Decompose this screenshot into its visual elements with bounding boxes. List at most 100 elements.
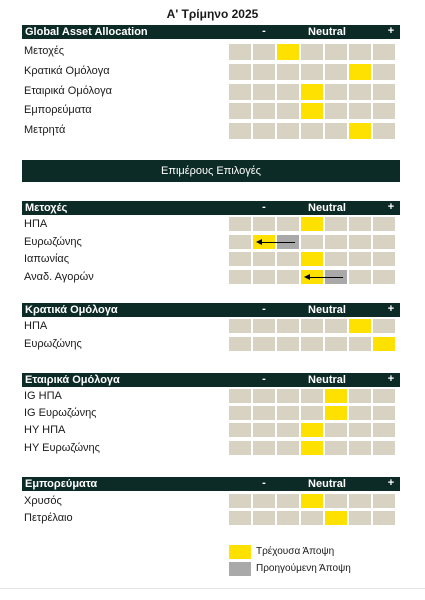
row-label: Μετρητά: [24, 124, 66, 136]
rating-cell: [277, 103, 299, 119]
rating-cell: [349, 319, 371, 333]
rating-cell: [325, 441, 347, 455]
rating-cell: [277, 511, 299, 525]
rating-cell: [325, 217, 347, 231]
rating-cell: [277, 252, 299, 266]
row-label: IG ΗΠΑ: [24, 390, 62, 402]
scale-neutral: Neutral: [308, 26, 346, 38]
rating-cell: [301, 389, 323, 403]
row-label: IG Ευρωζώνης: [24, 407, 97, 419]
legend-previous-label: Προηγούμενη Άποψη: [256, 563, 351, 574]
rating-cell: [301, 235, 323, 249]
legend-previous-swatch: [229, 562, 251, 576]
rating-cell: [373, 511, 395, 525]
rating-cell: [325, 252, 347, 266]
scale-minus: -: [262, 201, 266, 213]
section-header: Μετοχές - Neutral +: [22, 201, 400, 215]
change-arrow-icon: [256, 239, 295, 245]
row-label: Μετοχές: [24, 45, 65, 57]
rating-cell: [277, 64, 299, 80]
row-label: Χρυσός: [24, 495, 62, 507]
rating-cell: [253, 319, 275, 333]
rating-cell: [301, 319, 323, 333]
rating-cell: [349, 337, 371, 351]
rating-cell: [325, 44, 347, 60]
rating-cell: [253, 252, 275, 266]
rating-cell: [253, 217, 275, 231]
rating-cell: [373, 64, 395, 80]
rating-cell: [373, 423, 395, 437]
rating-cell: [277, 494, 299, 508]
rating-cell: [373, 235, 395, 249]
rating-cell: [373, 441, 395, 455]
scale-plus: +: [387, 477, 395, 489]
scale-minus: -: [262, 477, 266, 489]
change-arrow-icon: [304, 274, 343, 280]
section-title: Εμπορεύματα: [25, 478, 98, 490]
scale-minus: -: [262, 25, 266, 37]
rating-cell: [277, 123, 299, 139]
rating-cell: [349, 252, 371, 266]
rating-cell: [229, 84, 251, 100]
row-label: HY Ευρωζώνης: [24, 442, 100, 454]
rating-cell: [301, 123, 323, 139]
rating-cell: [301, 494, 323, 508]
rating-cell: [373, 103, 395, 119]
rating-cell: [229, 235, 251, 249]
row-label: Ευρωζώνης: [24, 236, 82, 248]
rating-cell: [325, 64, 347, 80]
rating-cell: [349, 511, 371, 525]
section-header: Global Asset Allocation - Neutral +: [22, 25, 400, 39]
rating-cell: [325, 423, 347, 437]
rating-cell: [349, 123, 371, 139]
rating-cell: [253, 494, 275, 508]
rating-cell: [349, 389, 371, 403]
rating-cell: [253, 337, 275, 351]
rating-cell: [277, 217, 299, 231]
scale-minus: -: [262, 303, 266, 315]
section-title: Μετοχές: [25, 202, 68, 214]
row-label: Πετρέλαιο: [24, 512, 73, 524]
rating-cell: [301, 44, 323, 60]
scale-neutral: Neutral: [308, 202, 346, 214]
rating-cell: [229, 252, 251, 266]
rating-cell: [325, 123, 347, 139]
rating-cell: [253, 511, 275, 525]
rating-cell: [229, 511, 251, 525]
scale-neutral: Neutral: [308, 304, 346, 316]
scale-plus: +: [387, 303, 395, 315]
rating-cell: [229, 270, 251, 284]
rating-cell: [277, 441, 299, 455]
rating-cell: [229, 494, 251, 508]
rating-cell: [325, 84, 347, 100]
rating-cell: [277, 337, 299, 351]
rating-cell: [325, 337, 347, 351]
rating-cell: [277, 319, 299, 333]
scale-plus: +: [387, 373, 395, 385]
rating-cell: [373, 319, 395, 333]
section-header: Εμπορεύματα - Neutral +: [22, 477, 400, 491]
row-label: Ιαπωνίας: [24, 253, 70, 265]
scale-minus: -: [262, 373, 266, 385]
rating-cell: [373, 84, 395, 100]
rating-cell: [253, 270, 275, 284]
rating-cell: [301, 423, 323, 437]
rating-cell: [349, 84, 371, 100]
rating-cell: [277, 44, 299, 60]
rating-cell: [277, 84, 299, 100]
rating-cell: [373, 123, 395, 139]
page-title: Α' Τρίμηνο 2025: [166, 7, 259, 21]
row-label: Ευρωζώνης: [24, 338, 82, 350]
rating-cell: [229, 406, 251, 420]
scale-neutral: Neutral: [308, 374, 346, 386]
rating-cell: [373, 217, 395, 231]
rating-cell: [349, 44, 371, 60]
rating-cell: [253, 44, 275, 60]
rating-cell: [325, 235, 347, 249]
rating-cell: [325, 389, 347, 403]
rating-cell: [277, 389, 299, 403]
rating-cell: [277, 423, 299, 437]
rating-cell: [253, 123, 275, 139]
rating-cell: [373, 252, 395, 266]
rating-cell: [301, 337, 323, 351]
